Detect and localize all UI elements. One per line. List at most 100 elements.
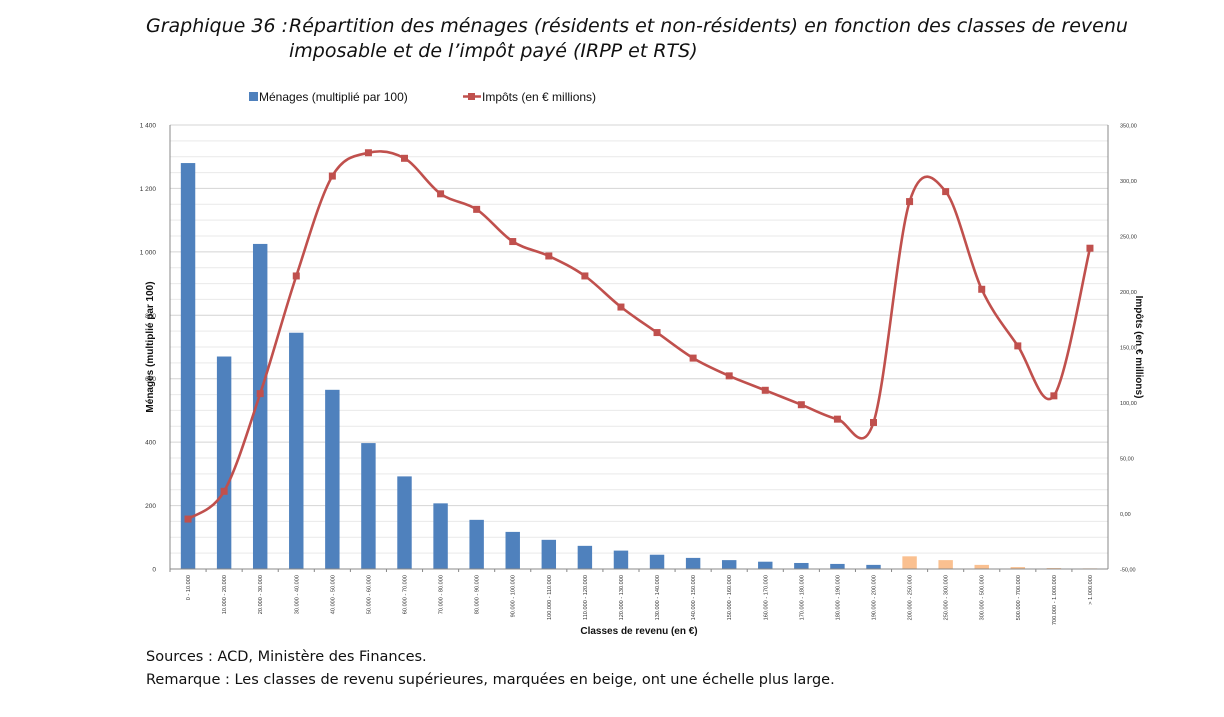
x-tick-label: 140.000 - 150.000 [691, 575, 697, 620]
y-left-tick-labels: 0 200 400 600 800 1 000 1 200 1 400 [140, 123, 157, 574]
y-right-tick-label: 100,00 [1120, 401, 1137, 407]
impots-point [653, 329, 661, 337]
impots-point [184, 515, 192, 523]
bar-menages [577, 545, 593, 569]
legend-swatch-menages [249, 92, 258, 101]
impots-point [364, 149, 372, 157]
impots-point [437, 190, 445, 198]
impots-point [545, 252, 553, 260]
x-tick-label: 60.000 - 70.000 [403, 575, 409, 614]
y-left-tick-label: 1 200 [140, 186, 157, 193]
y-left-tick-label: 1 400 [140, 123, 157, 130]
impots-line [187, 150, 1092, 521]
gridlines [170, 124, 1108, 554]
y-left-tick-label: 800 [145, 313, 156, 320]
bar-menages [902, 556, 917, 569]
y-right-axis-title: Impôts (en € millions) [1133, 296, 1144, 399]
impots-point [401, 154, 408, 162]
impots-point [797, 401, 805, 409]
impots-point [1050, 392, 1058, 400]
impots-point [509, 238, 517, 246]
x-tick-label: 200.000 - 250.000 [908, 575, 914, 620]
bar-menages [685, 557, 701, 569]
x-tick-label: 50.000 - 60.000 [366, 575, 372, 614]
x-tick-label: 300.000 - 500.000 [980, 575, 986, 620]
legend-label-menages: Ménages (multiplié par 100) [259, 90, 408, 104]
impots-point [473, 205, 481, 213]
y-right-tick-label: -50,00 [1120, 568, 1136, 574]
impots-point [617, 303, 625, 311]
bar-menages [180, 163, 196, 570]
x-tick-label: 150.000 - 160.000 [727, 575, 733, 620]
bar-menages [830, 563, 845, 569]
bar-menages [252, 243, 268, 569]
x-tick-label: 700.000 - 1.000.000 [1052, 575, 1058, 625]
bar-menages [1010, 567, 1026, 569]
y-left-tick-label: 0 [152, 567, 156, 574]
y-right-tick-label: 0,00 [1120, 512, 1131, 518]
impots-point [1086, 244, 1094, 252]
x-tick-label: 110.000 - 120.000 [583, 575, 589, 620]
legend-label-impots: Impôts (en € millions) [482, 90, 596, 104]
bar-menages [649, 554, 665, 569]
impots-point [581, 272, 589, 280]
bar-menages [541, 539, 557, 569]
y-right-tick-label: 250,00 [1120, 235, 1137, 241]
y-right-tick-label: 150,00 [1120, 346, 1137, 352]
y-right-tick-label: 350,00 [1120, 124, 1137, 130]
x-tick-label: 180.000 - 190.000 [835, 575, 841, 620]
x-axis-title: Classes de revenu (en €) [580, 626, 697, 637]
y-left-tick-label: 200 [145, 503, 156, 510]
x-tick-label: > 1.000.000 [1088, 575, 1094, 605]
impots-point [906, 198, 914, 206]
figure-number: Graphique 36 : [146, 15, 289, 37]
x-tick-label: 500.000 - 700.000 [1016, 575, 1022, 620]
legend-swatch-impots-marker [468, 93, 475, 100]
x-tick-labels: 0 - 10.000 10.000 - 20.000 20.000 - 30.000… [169, 569, 1094, 625]
combo-chart: 0 200 400 600 800 1 000 1 200 1 400 -50,00 0,00 5… [140, 90, 1144, 637]
y-right-tick-label: 50,00 [1120, 457, 1134, 463]
x-tick-label: 80.000 - 90.000 [475, 575, 481, 614]
impots-point [725, 372, 733, 380]
x-tick-label: 160.000 - 170.000 [763, 575, 769, 620]
x-tick-label: 20.000 - 30.000 [258, 575, 264, 614]
x-tick-label: 40.000 - 50.000 [330, 575, 336, 614]
x-tick-label: 130.000 - 140.000 [655, 575, 661, 620]
y-right-tick-labels: -50,00 0,00 50,00 100,00 150,00 200,00 250,00 3… [1120, 124, 1137, 574]
title-line-1: Répartition des ménages (résidents et no… [289, 15, 1128, 37]
y-left-tick-label: 1 000 [140, 249, 157, 256]
x-tick-label: 90.000 - 100.000 [511, 575, 517, 617]
impots-point [256, 390, 264, 398]
impots-point [833, 415, 841, 423]
x-tick-label: 30.000 - 40.000 [294, 575, 300, 614]
chart-title: Graphique 36 :Répartition des ménages (r… [146, 14, 1146, 64]
impots-markers [184, 149, 1094, 523]
x-tick-label: 170.000 - 180.000 [799, 575, 805, 620]
y-left-axis-title: Ménages (multiplié par 100) [145, 281, 156, 412]
x-tick-label: 100.000 - 110.000 [547, 575, 553, 620]
bar-menages [361, 443, 376, 569]
bar-menages [866, 564, 881, 569]
impots-point [220, 487, 228, 495]
bar-menages [938, 560, 953, 569]
y-right-tick-label: 200,00 [1120, 290, 1137, 296]
impots-point [292, 272, 300, 280]
impots-point [761, 386, 769, 394]
bar-menages [433, 503, 448, 569]
bar-menages [794, 562, 809, 569]
bar-menages [505, 531, 520, 569]
impots-point [978, 285, 986, 293]
x-tick-label: 190.000 - 200.000 [872, 575, 878, 620]
bar-menages [974, 564, 989, 569]
x-tick-label: 0 - 10.000 [186, 575, 192, 600]
bar-menages [289, 332, 304, 569]
impots-point [328, 172, 336, 180]
remark-note: Remarque : Les classes de revenu supérie… [146, 672, 835, 688]
bar-menages [613, 550, 629, 569]
bar-menages [758, 561, 773, 569]
x-tick-label: 250.000 - 300.000 [944, 575, 950, 620]
bar-menages [469, 519, 484, 569]
bar-menages [721, 560, 737, 569]
impots-point [942, 188, 950, 196]
impots-point [870, 418, 877, 426]
